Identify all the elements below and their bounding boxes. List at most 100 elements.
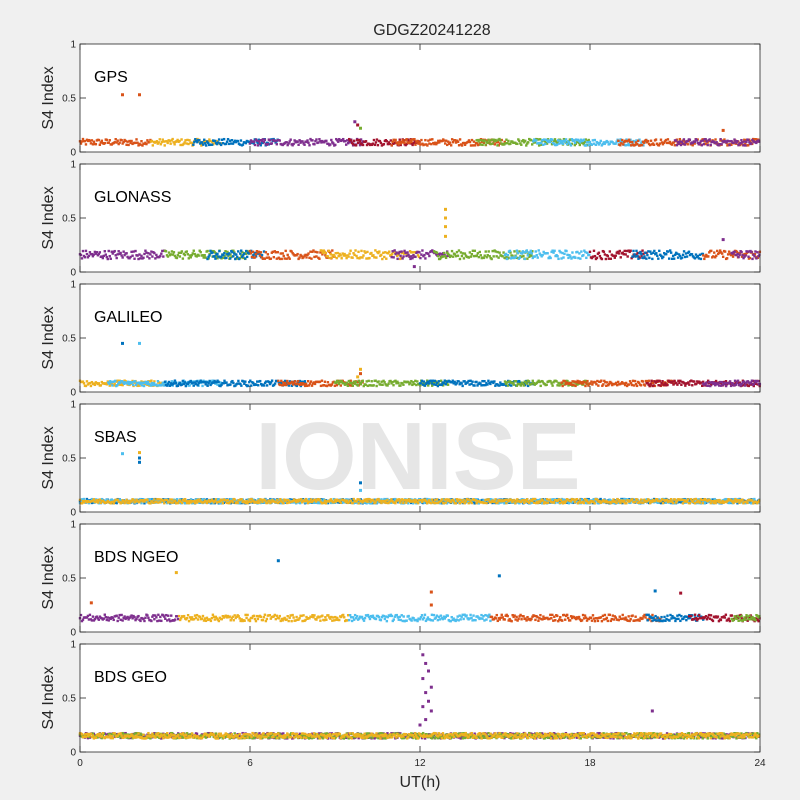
data-point: [322, 249, 326, 252]
data-point: [578, 252, 581, 255]
data-point: [365, 498, 368, 501]
data-point: [495, 139, 498, 142]
data-point: [168, 384, 172, 387]
data-point: [408, 498, 411, 501]
data-point: [733, 250, 736, 254]
data-point: [550, 382, 553, 385]
data-point: [440, 498, 444, 501]
data-point: [323, 499, 327, 502]
data-point: [119, 251, 122, 255]
data-point: [311, 250, 314, 253]
data-point: [756, 251, 759, 254]
data-point: [401, 382, 404, 385]
data-point: [359, 138, 363, 141]
data-point: [680, 256, 684, 259]
data-point: [326, 256, 329, 259]
data-point: [274, 139, 277, 143]
data-point: [249, 252, 253, 255]
data-point: [454, 254, 458, 258]
data-point: [355, 254, 358, 258]
data-point: [97, 138, 101, 142]
data-point: [635, 142, 639, 146]
data-point: [290, 384, 294, 387]
data-point: [522, 384, 526, 387]
data-point: [443, 254, 447, 258]
data-point: [386, 142, 390, 146]
data-point: [686, 498, 690, 501]
data-point: [84, 143, 88, 146]
data-point: [584, 384, 587, 388]
data-point: [564, 138, 568, 141]
data-point: [463, 252, 467, 255]
data-point: [329, 143, 332, 146]
data-point: [191, 381, 194, 384]
data-point: [479, 382, 482, 385]
data-point: [614, 254, 617, 257]
data-point: [318, 498, 322, 501]
data-point: [233, 252, 236, 255]
data-point: [401, 257, 404, 260]
data-point: [719, 139, 722, 142]
data-point: [426, 380, 430, 383]
data-point: [396, 380, 399, 383]
data-point: [125, 498, 128, 502]
data-point: [234, 257, 237, 261]
data-point: [527, 252, 530, 256]
data-point: [528, 251, 531, 255]
data-point: [187, 502, 191, 505]
data-point: [633, 143, 637, 147]
data-point: [636, 498, 639, 501]
data-point: [566, 379, 569, 383]
data-point: [400, 250, 403, 253]
data-point: [305, 256, 308, 259]
data-point: [642, 252, 645, 255]
data-point: [675, 252, 679, 255]
data-point: [408, 255, 411, 258]
data-point: [750, 142, 753, 145]
data-point: [143, 500, 146, 503]
data-point: [381, 383, 384, 386]
data-point: [755, 141, 758, 145]
data-point: [556, 139, 560, 142]
data-point: [206, 249, 209, 253]
data-point: [439, 379, 443, 383]
data-point: [632, 384, 636, 387]
data-point: [507, 256, 510, 260]
data-point: [479, 143, 482, 146]
data-point: [492, 255, 495, 258]
data-point: [384, 499, 387, 503]
data-point: [552, 139, 556, 143]
data-point: [402, 500, 405, 503]
data-point: [81, 380, 85, 383]
data-point: [409, 500, 412, 503]
data-point: [529, 253, 532, 256]
data-point: [264, 499, 267, 503]
data-point: [649, 250, 652, 253]
data-point: [695, 382, 698, 386]
data-point: [343, 252, 346, 256]
data-point: [734, 140, 737, 143]
data-point: [619, 382, 623, 385]
data-point: [228, 252, 231, 255]
data-point: [133, 380, 137, 383]
data-point: [559, 498, 563, 501]
data-point: [693, 142, 696, 145]
data-point: [221, 142, 225, 145]
data-point: [291, 251, 294, 255]
data-point: [535, 139, 538, 142]
data-point: [238, 257, 241, 261]
data-point: [659, 138, 663, 141]
data-point: [597, 384, 600, 387]
data-point: [163, 381, 167, 385]
data-point: [426, 500, 430, 504]
data-point: [90, 380, 94, 384]
data-point: [269, 381, 273, 384]
data-point: [708, 251, 711, 254]
data-point: [578, 140, 582, 144]
data-point: [357, 502, 360, 505]
data-point: [149, 253, 152, 256]
data-point: [259, 379, 262, 383]
data-point: [463, 143, 467, 147]
data-point: [341, 252, 344, 255]
data-point: [668, 500, 672, 503]
